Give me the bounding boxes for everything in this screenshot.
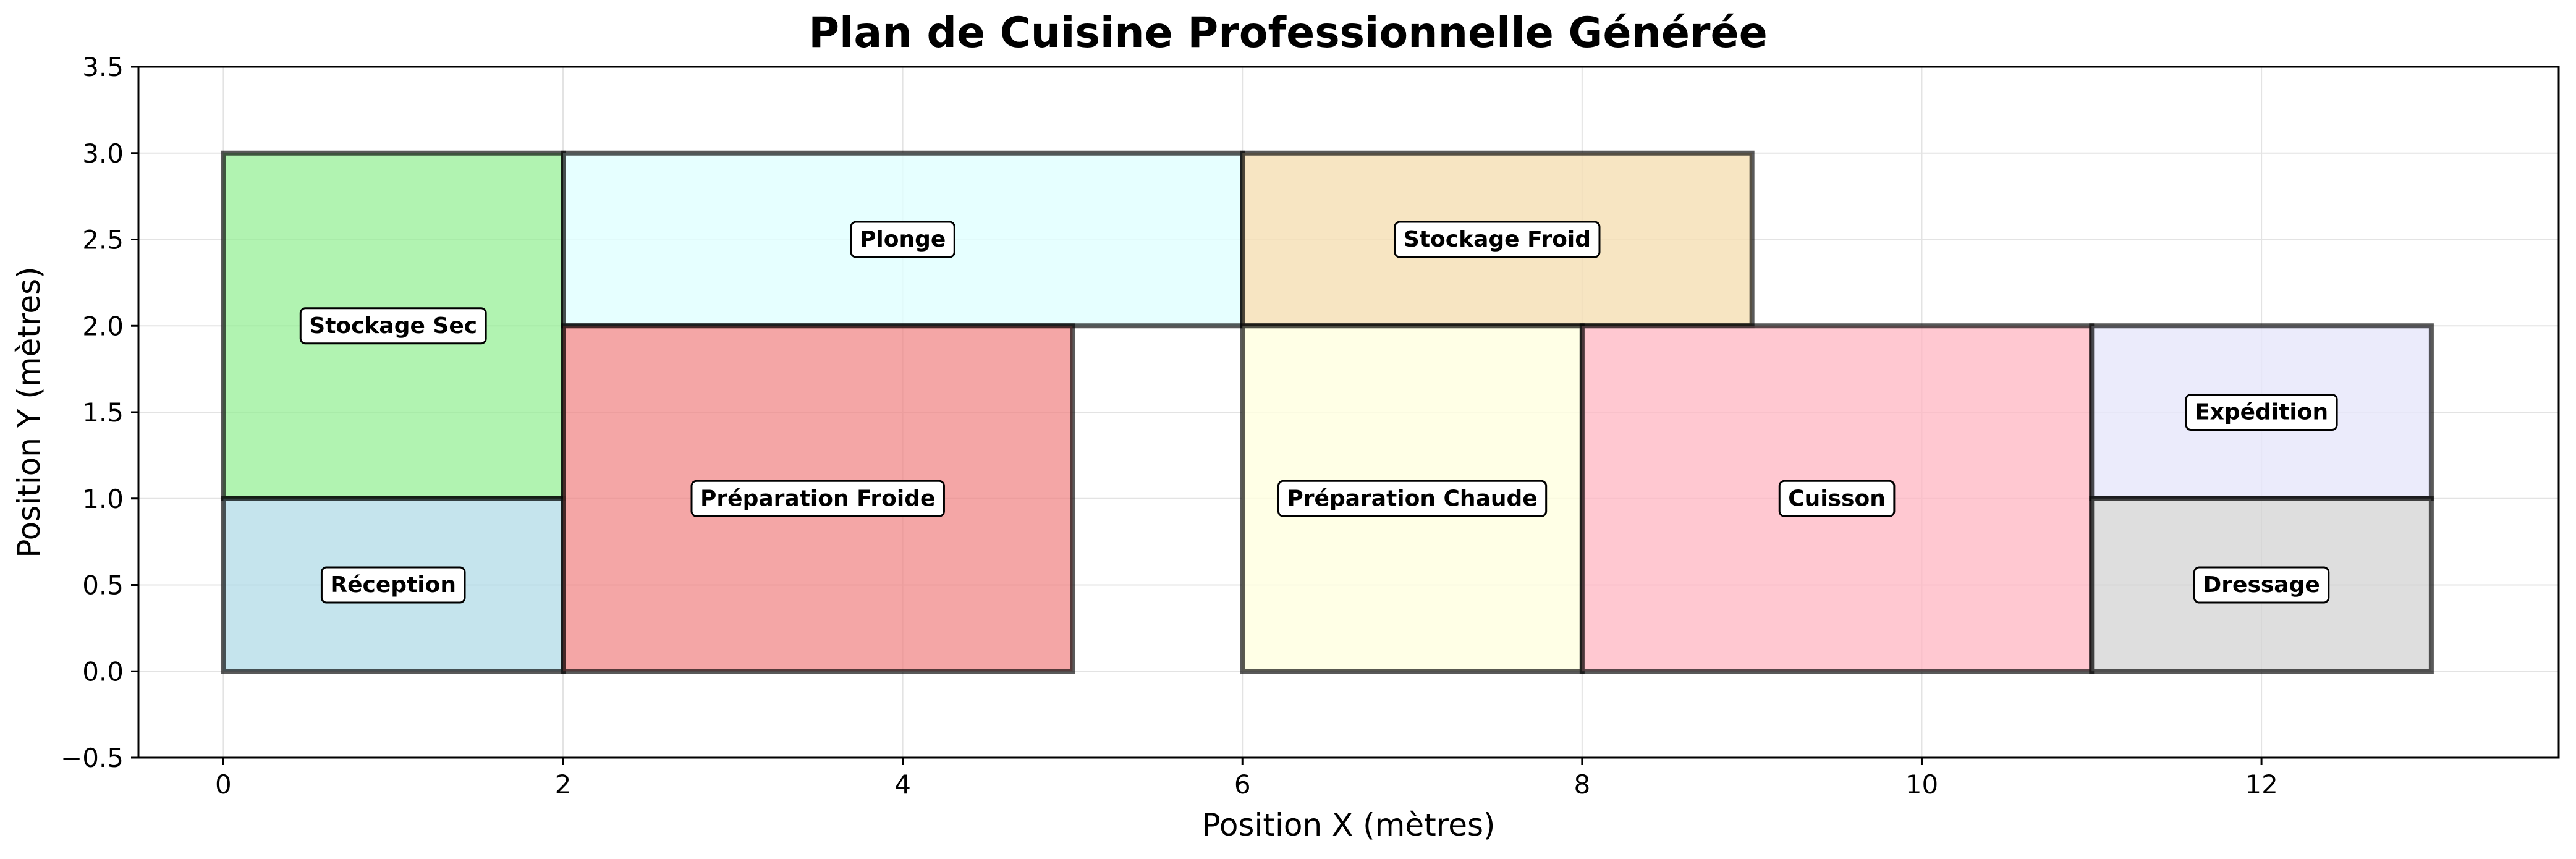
y-tick-label: 1.5 [82, 397, 124, 428]
x-tick-label: 8 [1574, 769, 1590, 800]
x-tick-label: 4 [894, 769, 911, 800]
y-tick-label: 2.0 [82, 311, 124, 341]
zone-label: Réception [320, 566, 466, 604]
axis-ticks: 0 2 4 6 8 10 12 −0.5 0.0 0.5 1.0 1.5 2.0 2.5 3.0 3.5 [61, 52, 2278, 800]
y-axis-label: Position Y (mètres) [11, 266, 47, 557]
zone-label-text: Préparation Chaude [1287, 486, 1537, 511]
y-tick-label: 3.0 [82, 138, 124, 169]
y-tick-label: 0.5 [82, 570, 124, 601]
zone-label: Stockage Froid [1394, 221, 1601, 258]
x-tick-label: 6 [1234, 769, 1251, 800]
zone-rect [2089, 496, 2434, 674]
zone-label-box [690, 480, 945, 517]
x-tick-label: 2 [555, 769, 572, 800]
chart-title: Plan de Cuisine Professionnelle Générée [808, 9, 1768, 57]
zone-label-text: Réception [330, 572, 456, 598]
zone-label-box [320, 566, 466, 604]
zone-label-text: Stockage Froid [1404, 227, 1591, 252]
y-tick-label: −0.5 [61, 743, 124, 773]
y-tick-label: 3.5 [82, 52, 124, 82]
zone-label-box [2185, 394, 2338, 431]
zone-label: Cuisson [1778, 480, 1896, 517]
x-tick-label: 10 [1905, 769, 1938, 800]
x-tick-label: 12 [2245, 769, 2277, 800]
zone-label: Expédition [2185, 394, 2338, 431]
zone-label: Préparation Chaude [1277, 480, 1548, 517]
zone-label-box [1277, 480, 1548, 517]
zone-label-text: Préparation Froide [700, 486, 935, 511]
zone-label-box [1394, 221, 1601, 258]
zone-label-text: Dressage [2203, 572, 2320, 598]
x-tick-label: 0 [215, 769, 232, 800]
x-axis-label: Position X (mètres) [1201, 807, 1495, 843]
zones [221, 150, 2434, 674]
zone-label-text: Cuisson [1788, 486, 1886, 511]
zone-label: Plonge [850, 221, 955, 258]
zone-label: Dressage [2193, 566, 2330, 604]
zone-label-box [1778, 480, 1896, 517]
y-tick-label: 2.5 [82, 225, 124, 255]
zone-label-text: Expédition [2195, 400, 2328, 425]
zone-labels: Stockage Sec Réception Plonge Préparation F… [299, 221, 2338, 604]
zone-label-text: Stockage Sec [309, 313, 477, 339]
y-tick-label: 0.0 [82, 656, 124, 687]
zone-label-box [850, 221, 955, 258]
zone-label-text: Plonge [860, 227, 946, 252]
y-tick-label: 1.0 [82, 484, 124, 514]
zone-label-box [2193, 566, 2330, 604]
zone-label: Préparation Froide [690, 480, 945, 517]
zone-label: Stockage Sec [299, 307, 487, 345]
zone-label-box [299, 307, 487, 345]
